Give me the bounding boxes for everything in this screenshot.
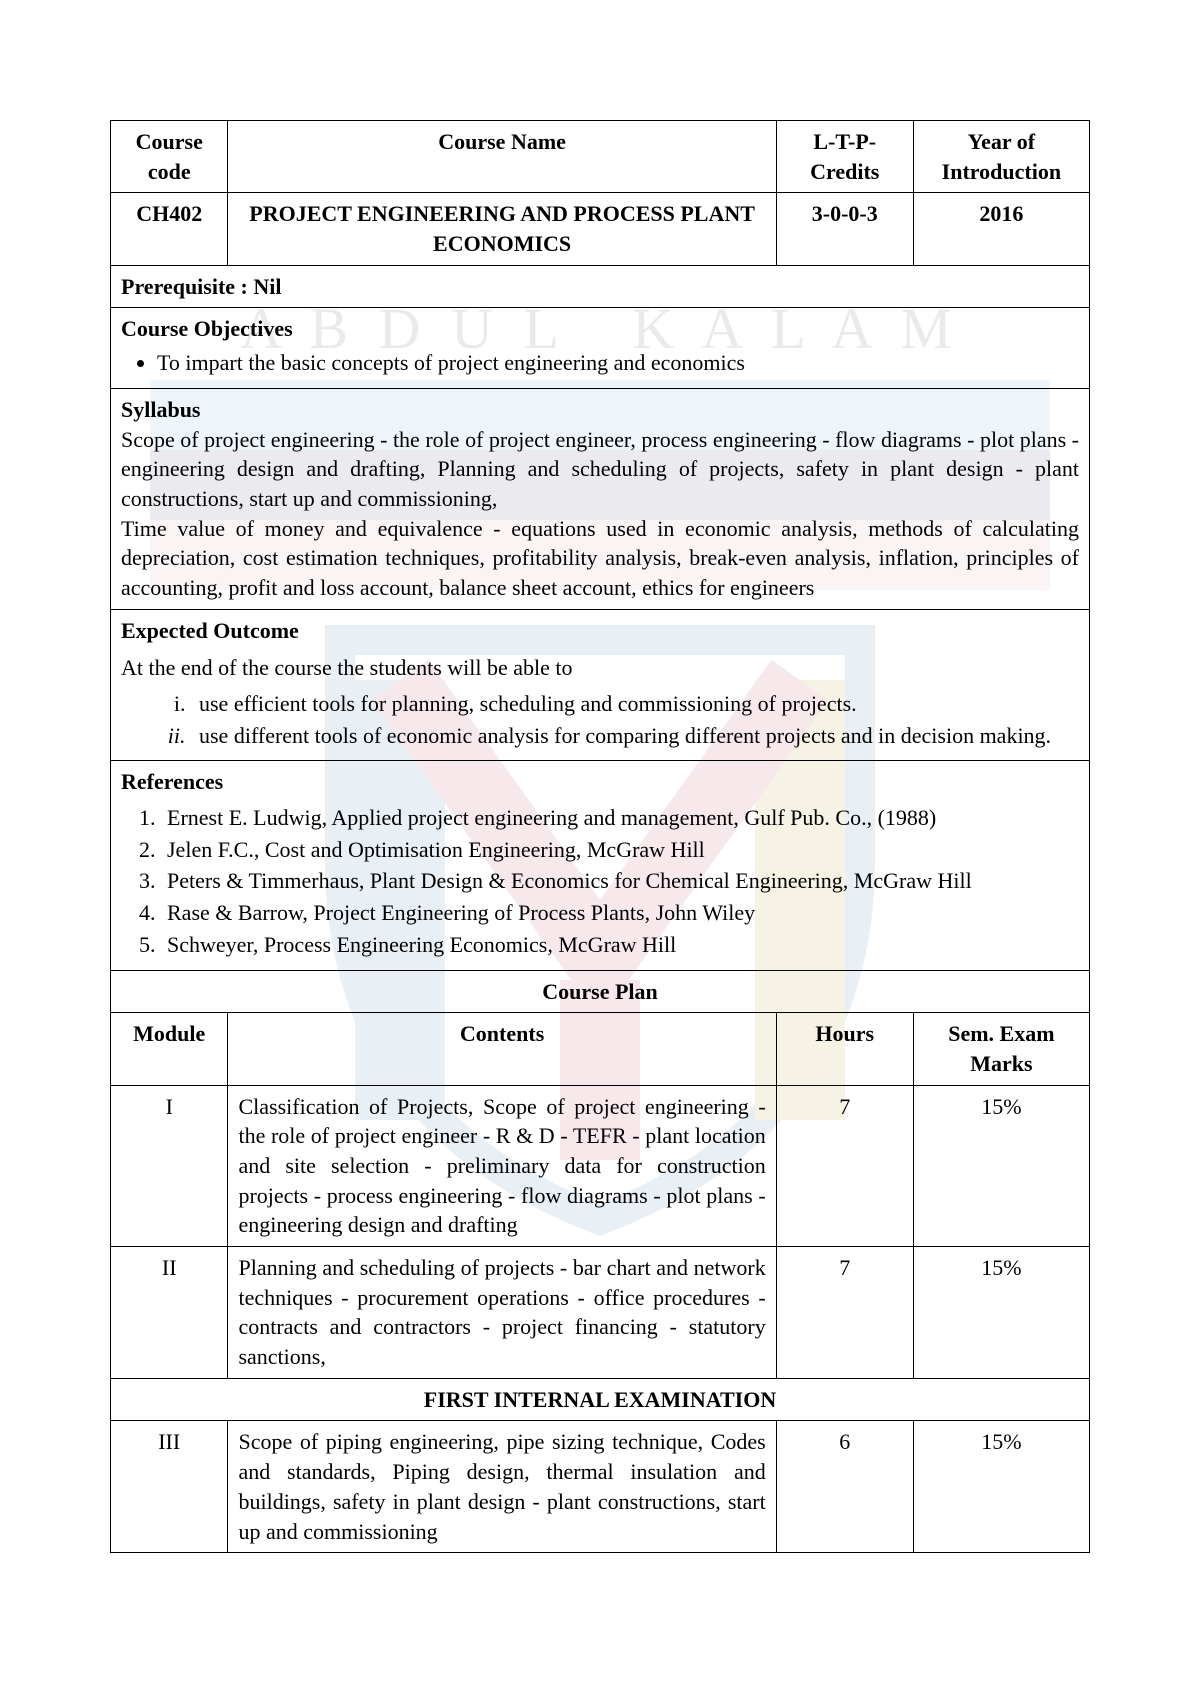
reference-item: Schweyer, Process Engineering Economics,… [161, 930, 1079, 960]
module-1-marks: 15% [913, 1085, 1089, 1246]
course-code: CH402 [111, 193, 228, 265]
outcome-item-1: use efficient tools for planning, schedu… [191, 689, 1079, 719]
module-2-contents: Planning and scheduling of projects - ba… [228, 1247, 776, 1379]
module-3-contents: Scope of piping engineering, pipe sizing… [228, 1421, 776, 1553]
references-list: Ernest E. Ludwig, Applied project engine… [161, 803, 1079, 959]
prerequisite-row: Prerequisite : Nil [111, 265, 1090, 308]
syllabus-title: Syllabus [121, 395, 1079, 425]
col-hours: Hours [776, 1013, 913, 1085]
module-1-contents: Classification of Projects, Scope of pro… [228, 1085, 776, 1246]
syllabus-para-1: Scope of project engineering - the role … [121, 425, 1079, 514]
module-2-id: II [111, 1247, 228, 1379]
module-3-marks: 15% [913, 1421, 1089, 1553]
reference-item: Jelen F.C., Cost and Optimisation Engine… [161, 835, 1079, 865]
col-course-name: Course Name [228, 121, 776, 193]
col-marks: Sem. Exam Marks [913, 1013, 1089, 1085]
outcome-row: Expected Outcome At the end of the cours… [111, 609, 1090, 761]
module-2-hours: 7 [776, 1247, 913, 1379]
col-year: Year of Introduction [913, 121, 1089, 193]
syllabus-cell: Syllabus Scope of project engineering - … [111, 388, 1090, 609]
reference-item: Peters & Timmerhaus, Plant Design & Econ… [161, 866, 1079, 896]
references-cell: References Ernest E. Ludwig, Applied pro… [111, 761, 1090, 970]
reference-item: Ernest E. Ludwig, Applied project engine… [161, 803, 1079, 833]
exam-row-1: FIRST INTERNAL EXAMINATION [111, 1378, 1090, 1421]
objectives-list: To impart the basic concepts of project … [157, 348, 1079, 378]
objective-item: To impart the basic concepts of project … [157, 348, 1079, 378]
syllabus-table: Course code Course Name L-T-P-Credits Ye… [110, 120, 1090, 1553]
outcome-cell: Expected Outcome At the end of the cours… [111, 609, 1090, 761]
course-name: PROJECT ENGINEERING AND PROCESS PLANT EC… [228, 193, 776, 265]
module-1-id: I [111, 1085, 228, 1246]
col-module: Module [111, 1013, 228, 1085]
course-plan-header-row: Module Contents Hours Sem. Exam Marks [111, 1013, 1090, 1085]
module-3-hours: 6 [776, 1421, 913, 1553]
outcome-list: use efficient tools for planning, schedu… [191, 689, 1079, 750]
course-ltp: 3-0-0-3 [776, 193, 913, 265]
col-ltp: L-T-P-Credits [776, 121, 913, 193]
course-year: 2016 [913, 193, 1089, 265]
objectives-row: Course Objectives To impart the basic co… [111, 308, 1090, 388]
exam-1-label: FIRST INTERNAL EXAMINATION [111, 1378, 1090, 1421]
syllabus-row: Syllabus Scope of project engineering - … [111, 388, 1090, 609]
module-row-2: II Planning and scheduling of projects -… [111, 1247, 1090, 1379]
module-row-1: I Classification of Projects, Scope of p… [111, 1085, 1090, 1246]
module-3-id: III [111, 1421, 228, 1553]
outcome-title: Expected Outcome [121, 616, 1079, 646]
outcome-intro: At the end of the course the students wi… [121, 653, 1079, 683]
reference-item: Rase & Barrow, Project Engineering of Pr… [161, 898, 1079, 928]
objectives-cell: Course Objectives To impart the basic co… [111, 308, 1090, 388]
col-course-code: Course code [111, 121, 228, 193]
module-row-3: III Scope of piping engineering, pipe si… [111, 1421, 1090, 1553]
prerequisite: Prerequisite : Nil [111, 265, 1090, 308]
course-row: CH402 PROJECT ENGINEERING AND PROCESS PL… [111, 193, 1090, 265]
header-row: Course code Course Name L-T-P-Credits Ye… [111, 121, 1090, 193]
outcome-item-2: use different tools of economic analysis… [191, 721, 1079, 751]
col-contents: Contents [228, 1013, 776, 1085]
module-2-marks: 15% [913, 1247, 1089, 1379]
references-row: References Ernest E. Ludwig, Applied pro… [111, 761, 1090, 970]
module-1-hours: 7 [776, 1085, 913, 1246]
syllabus-para-2: Time value of money and equivalence - eq… [121, 514, 1079, 603]
objectives-title: Course Objectives [121, 314, 1079, 344]
page: A B D U L K A L A M Course code Course N… [0, 0, 1200, 1697]
references-title: References [121, 767, 1079, 797]
course-plan-title-row: Course Plan [111, 970, 1090, 1013]
course-plan-title: Course Plan [111, 970, 1090, 1013]
